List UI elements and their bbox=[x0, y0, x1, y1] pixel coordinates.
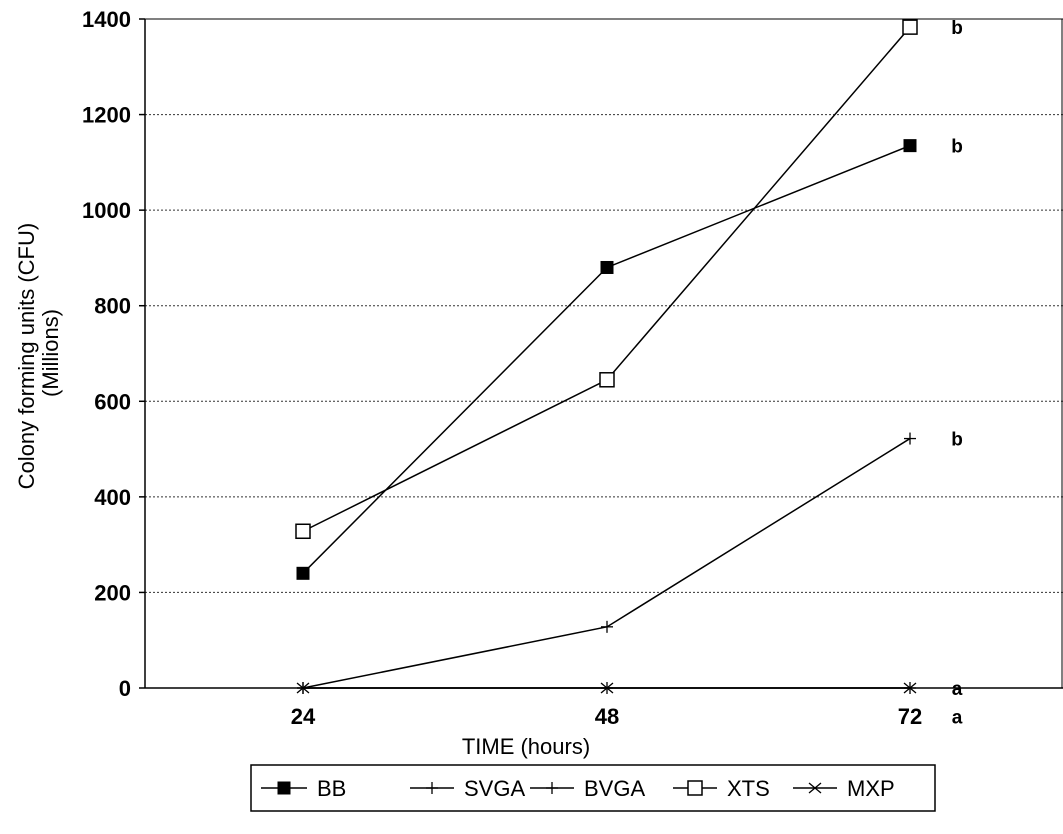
data-point-xts bbox=[599, 372, 615, 388]
y-tick-label: 400 bbox=[94, 485, 131, 510]
y-axis-title-line-1: Colony forming units (CFU) bbox=[14, 223, 39, 490]
legend-marker bbox=[546, 782, 558, 794]
legend-item-svga: SVGA bbox=[410, 776, 525, 801]
data-point-svga bbox=[601, 620, 613, 633]
legend-item-bvga: BVGA bbox=[530, 776, 645, 801]
data-point-mxp bbox=[296, 682, 310, 694]
y-tick-label: 600 bbox=[94, 389, 131, 414]
data-point-mxp bbox=[903, 682, 917, 694]
data-point-bb bbox=[296, 566, 310, 580]
data-point-svga bbox=[904, 432, 916, 445]
legend-label: SVGA bbox=[464, 776, 525, 801]
legend-item-xts: XTS bbox=[673, 776, 770, 801]
y-tick-label: 800 bbox=[94, 294, 131, 319]
y-tick-label: 1200 bbox=[82, 103, 131, 128]
series-line-svga bbox=[302, 437, 911, 689]
gridlines bbox=[145, 18, 1063, 593]
x-axis: 24 48 72 bbox=[291, 704, 922, 729]
data-point-xts bbox=[902, 19, 918, 35]
y-tick-label: 200 bbox=[94, 580, 131, 605]
data-point-bb bbox=[600, 260, 614, 274]
plot-frame bbox=[144, 18, 1063, 689]
legend-marker bbox=[687, 780, 703, 796]
significance-letter: a bbox=[952, 679, 963, 700]
data-point-bb bbox=[903, 139, 917, 153]
x-tick-label: 72 bbox=[898, 704, 922, 729]
legend-label: BVGA bbox=[584, 776, 645, 801]
legend-item-bb: BB bbox=[261, 776, 346, 801]
legend-marker bbox=[426, 782, 438, 794]
significance-letter: b bbox=[951, 137, 963, 158]
marker-stroke bbox=[808, 782, 822, 794]
x-tick-label: 24 bbox=[291, 704, 316, 729]
y-axis: 0 200 400 600 800 1000 1200 1400 bbox=[82, 7, 145, 701]
data-point-xts bbox=[295, 523, 311, 540]
y-axis-title-line-2: (Millions) bbox=[38, 309, 63, 397]
y-tick-label: 0 bbox=[119, 676, 131, 701]
legend-label: BB bbox=[317, 776, 346, 801]
legend-marker bbox=[808, 782, 822, 794]
y-tick-label: 1000 bbox=[82, 198, 131, 223]
series-line-xts bbox=[302, 26, 911, 532]
legend-label: XTS bbox=[727, 776, 770, 801]
y-axis-title: Colony forming units (CFU) (Millions) bbox=[14, 217, 63, 490]
data-point-mxp bbox=[600, 682, 614, 694]
series-lines bbox=[302, 26, 911, 689]
marker-stroke bbox=[600, 682, 614, 694]
series-markers bbox=[295, 19, 918, 694]
marker-stroke bbox=[903, 682, 917, 694]
legend-label: MXP bbox=[847, 776, 895, 801]
significance-letter: b bbox=[951, 430, 963, 451]
marker-stroke bbox=[296, 682, 310, 694]
legend: BB SVGA BVGA XTS MXP bbox=[250, 764, 936, 812]
legend-marker bbox=[277, 781, 291, 795]
significance-letter: a bbox=[952, 708, 963, 729]
legend-item-mxp: MXP bbox=[793, 776, 895, 801]
significance-annotations: b b b aa bbox=[951, 18, 963, 729]
y-tick-label: 1400 bbox=[82, 7, 131, 32]
x-axis-title: TIME (hours) bbox=[462, 734, 590, 759]
significance-letter: b bbox=[951, 18, 963, 39]
x-tick-label: 48 bbox=[595, 704, 619, 729]
